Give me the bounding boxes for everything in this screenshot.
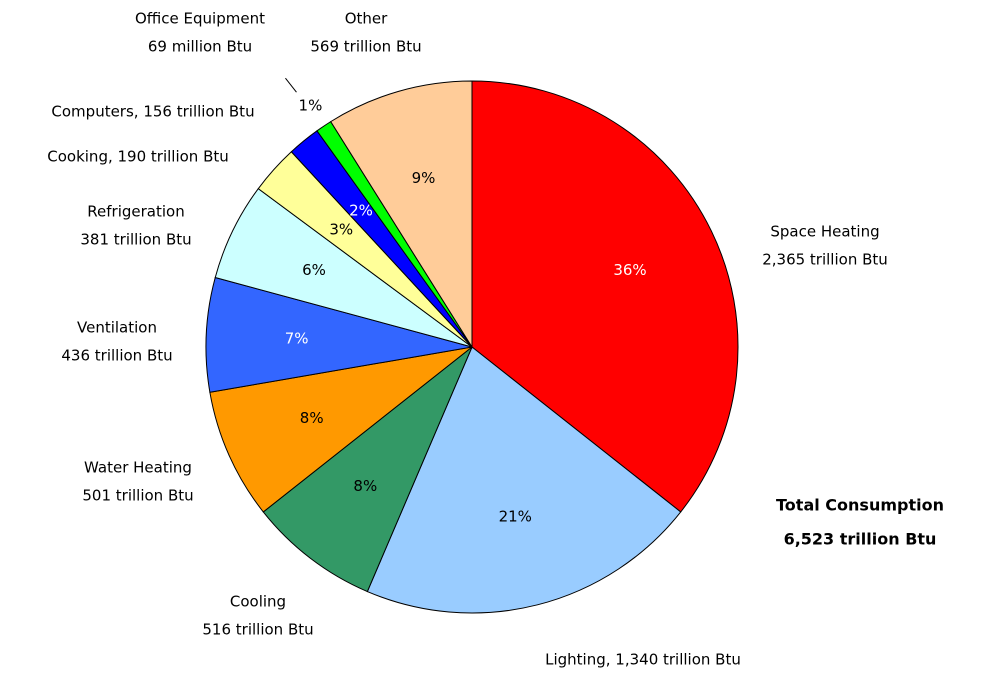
pie-slice — [205, 276, 473, 393]
slice-label: 436 trillion Btu — [61, 347, 172, 365]
pie-slice — [209, 346, 473, 513]
slice-label: Office Equipment — [135, 10, 265, 28]
pie-slice — [262, 346, 473, 593]
slice-label: 516 trillion Btu — [202, 621, 313, 639]
slice-label: Ventilation — [77, 319, 157, 337]
slice-label: 381 trillion Btu — [80, 231, 191, 249]
slice-label: Water Heating — [84, 459, 192, 477]
slice-label: 69 million Btu — [148, 38, 252, 56]
percent-label: 6% — [302, 261, 326, 279]
total-label: Total Consumption — [776, 496, 944, 515]
slice-label: Cooking, 190 trillion Btu — [47, 148, 229, 166]
slice-label: Cooling — [230, 593, 286, 611]
slice-label: Other — [345, 10, 388, 28]
slice-label: 569 trillion Btu — [310, 38, 421, 56]
slice-label: Space Heating — [770, 223, 879, 241]
percent-label: 36% — [613, 261, 646, 279]
total-value: 6,523 trillion Btu — [784, 530, 937, 549]
percent-label: 3% — [329, 220, 353, 238]
slice-label: Refrigeration — [87, 203, 184, 221]
percent-label: 21% — [499, 508, 532, 526]
percent-label: 9% — [412, 169, 436, 187]
pie-slice — [330, 80, 473, 349]
percent-label: 1% — [299, 97, 323, 115]
percent-label: 2% — [349, 201, 373, 219]
slice-label: 2,365 trillion Btu — [762, 251, 888, 269]
percent-label: 8% — [353, 477, 377, 495]
pie-slice — [471, 80, 739, 513]
percent-label: 8% — [300, 409, 324, 427]
slice-label: Computers, 156 trillion Btu — [51, 103, 254, 121]
slice-label: Lighting, 1,340 trillion Btu — [545, 651, 741, 669]
pie-slice — [366, 346, 682, 614]
leader-line — [285, 77, 297, 93]
percent-label: 7% — [285, 329, 309, 347]
slice-label: 501 trillion Btu — [82, 487, 193, 505]
